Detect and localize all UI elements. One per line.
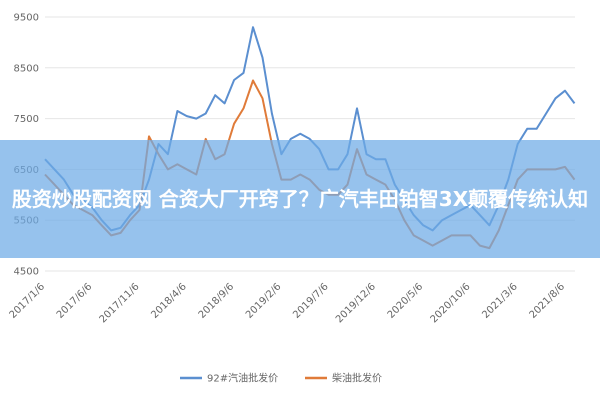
legend-label: 92#汽油批发价 — [207, 372, 278, 385]
y-tick-label: 4500 — [14, 267, 39, 278]
x-tick-label: 2020/5/6 — [386, 281, 426, 321]
x-tick-label: 2017/11/6 — [98, 281, 142, 325]
banner-title: 股资炒股配资网 合资大厂开窍了？广汽丰田铂智3X颠覆传统认知 — [11, 187, 589, 211]
x-tick-label: 2017/1/6 — [8, 281, 48, 321]
y-tick-label: 9500 — [14, 13, 39, 24]
x-tick-label: 2020/10/6 — [429, 281, 473, 325]
banner: 股资炒股配资网 合资大厂开窍了？广汽丰田铂智3X颠覆传统认知 — [0, 140, 600, 258]
x-tick-label: 2018/4/6 — [149, 281, 189, 321]
legend-label: 柴油批发价 — [332, 372, 382, 385]
y-tick-label: 7500 — [14, 114, 39, 125]
x-tick-label: 2018/9/6 — [197, 281, 237, 321]
x-tick-label: 2019/7/6 — [291, 281, 331, 321]
x-tick-label: 2021/8/6 — [528, 281, 568, 321]
x-tick-label: 2019/2/6 — [244, 281, 284, 321]
x-tick-label: 2019/12/6 — [334, 281, 378, 325]
y-tick-label: 8500 — [14, 63, 39, 74]
x-tick-label: 2017/6/6 — [55, 281, 95, 321]
x-tick-label: 2021/3/6 — [480, 281, 520, 321]
